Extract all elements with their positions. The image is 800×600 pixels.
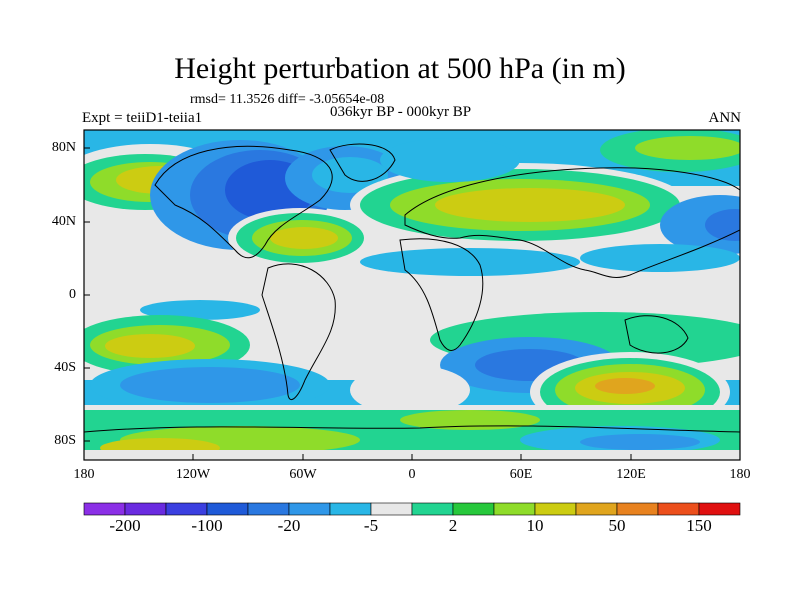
colorbar-swatch: [165, 502, 208, 516]
lon-tick-label: 60W: [289, 467, 317, 482]
lat-tick-label: 40N: [51, 214, 76, 229]
rmsd-diff-stats: rmsd= 11.3526 diff= -3.05654e-08: [190, 92, 385, 107]
season-label: ANN: [708, 110, 742, 126]
lon-tick-label: 60E: [509, 467, 533, 482]
colorbar-label: 50: [608, 516, 626, 535]
colorbar-swatch: [657, 502, 700, 516]
colorbar-label: 150: [686, 516, 712, 535]
colorbar-swatch: [124, 502, 167, 516]
colorbar: [83, 502, 741, 516]
colorbar-swatch: [493, 502, 536, 516]
lon-tick-label: 180: [73, 467, 95, 482]
colorbar-label: 2: [448, 516, 458, 535]
colorbar-label: 10: [526, 516, 544, 535]
colorbar-swatch: [452, 502, 495, 516]
colorbar-swatch: [247, 502, 290, 516]
lat-tick-label: 80N: [51, 140, 76, 155]
colorbar-label: -5: [363, 516, 379, 535]
lat-tick-label: 80S: [54, 433, 76, 448]
colorbar-label: -200: [109, 516, 141, 535]
lon-tick-label: 120W: [175, 467, 211, 482]
colorbar-swatch: [616, 502, 659, 516]
colorbar-swatch: [83, 502, 126, 516]
experiment-label: Expt = teiiD1-teiia1: [82, 110, 203, 126]
colorbar-swatch: [329, 502, 372, 516]
lat-tick-label: 40S: [54, 360, 76, 375]
plot-title: Height perturbation at 500 hPa (in m): [174, 52, 626, 85]
colorbar-swatch: [288, 502, 331, 516]
period-label: 036kyr BP - 000kyr BP: [330, 104, 472, 120]
colorbar-label: -100: [191, 516, 223, 535]
colorbar-swatch: [534, 502, 577, 516]
lon-tick-label: 180: [729, 467, 751, 482]
contour-fill: [84, 130, 740, 460]
colorbar-swatch: [206, 502, 249, 516]
lon-tick-label: 0: [408, 467, 416, 482]
lon-tick-label: 120E: [616, 467, 646, 482]
colorbar-swatch: [370, 502, 413, 516]
coastlines: [84, 143, 740, 433]
longitude-ticks: [83, 454, 741, 460]
colorbar-swatch: [698, 502, 741, 516]
colorbar-label: -20: [277, 516, 301, 535]
colorbar-swatch: [575, 502, 618, 516]
colorbar-swatch: [411, 502, 454, 516]
latitude-ticks: [84, 147, 90, 442]
lat-tick-label: 0: [69, 287, 76, 302]
